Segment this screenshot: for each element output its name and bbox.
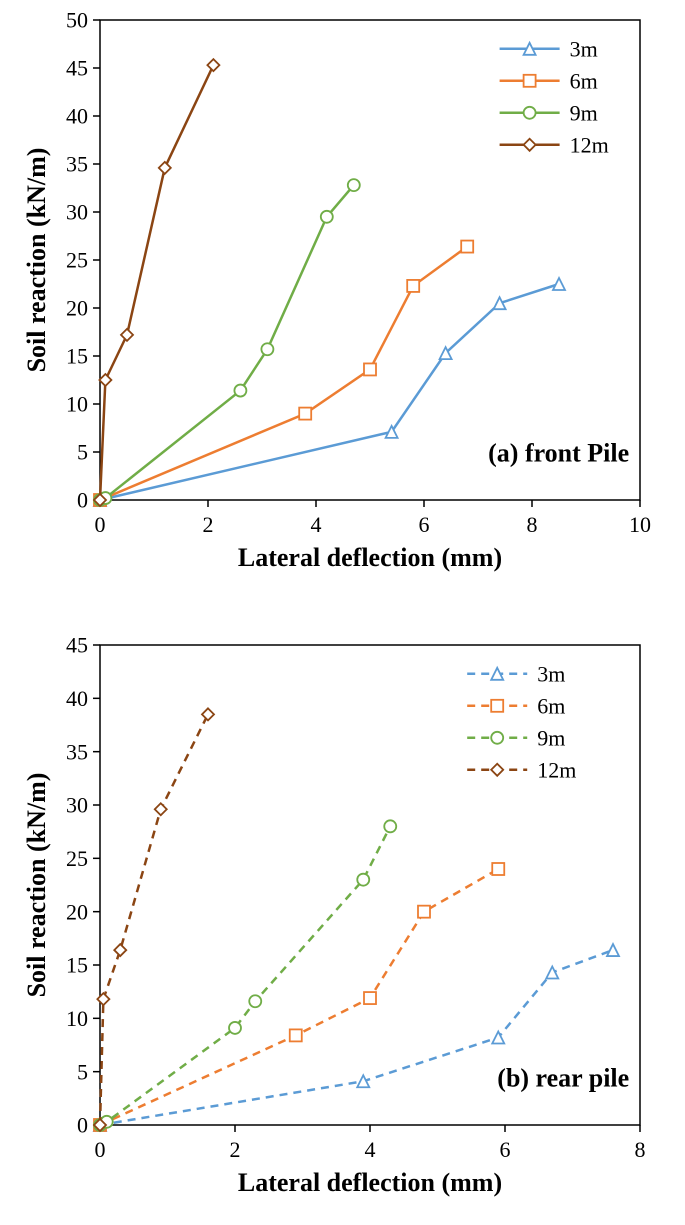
y-tick-label: 25 [66,248,88,273]
marker-circle [348,179,360,191]
y-axis-title: Soil reaction (kN/m) [22,773,51,998]
series-line-12m [100,714,208,1125]
marker-circle [229,1022,241,1034]
chart-svg: 024681005101520253035404550Lateral defle… [0,0,685,1225]
plot-border [100,20,640,500]
legend-label: 6m [570,69,598,94]
panel-label: (a) front Pile [488,439,629,468]
marker-diamond [99,374,111,386]
y-tick-label: 45 [66,56,88,81]
legend-label: 12m [537,758,576,783]
y-tick-label: 15 [66,344,88,369]
y-tick-label: 5 [77,440,88,465]
marker-circle [357,874,369,886]
y-tick-label: 20 [66,899,88,924]
series-line-12m [100,65,213,500]
marker-diamond [121,329,133,341]
marker-triangle [494,297,506,309]
x-axis-title: Lateral deflection (mm) [238,543,502,572]
x-axis-title: Lateral deflection (mm) [238,1168,502,1197]
x-tick-label: 4 [365,1137,376,1162]
y-tick-label: 10 [66,392,88,417]
marker-triangle [546,966,558,978]
marker-circle [261,343,273,355]
marker-square [492,863,504,875]
panel-a: 0 2 4 6 8 10 0 5 10 15 20 25 30 35 40 45 50 Lateral defle… [22,8,651,572]
y-tick-label: 0 [77,488,88,513]
x-tick-label: 8 [527,512,538,537]
marker-triangle [607,944,619,956]
legend-label: 3m [537,662,565,687]
y-tick-label: 50 [66,8,88,33]
legend-marker-square [524,75,536,87]
y-axis-title: Soil reaction (kN/m) [22,148,51,373]
x-tick-label: 0 [95,512,106,537]
y-tick-label: 15 [66,953,88,978]
x-tick-label: 2 [203,512,214,537]
y-tick-label: 20 [66,296,88,321]
marker-circle [249,995,261,1007]
marker-circle [384,820,396,832]
y-tick-label: 35 [66,739,88,764]
legend-marker-diamond [491,764,503,776]
legend-marker-square [491,700,503,712]
marker-square [461,241,473,253]
marker-triangle [492,1032,504,1044]
y-tick-label: 5 [77,1059,88,1084]
y-tick-label: 30 [66,793,88,818]
x-tick-label: 8 [635,1137,646,1162]
marker-diamond [155,803,167,815]
marker-diamond [159,162,171,174]
y-tick-label: 40 [66,104,88,129]
panel-b: 0 2 4 6 8 0 5 10 15 20 25 30 35 40 45 Lateral deflectio… [22,633,646,1197]
legend-marker-circle [524,107,536,119]
x-tick-label: 6 [419,512,430,537]
figure: 024681005101520253035404550Lateral defle… [0,0,685,1225]
y-tick-label: 45 [66,633,88,658]
legend-label: 3m [570,37,598,62]
marker-square [407,280,419,292]
marker-diamond [202,708,214,720]
y-tick-label: 10 [66,1006,88,1031]
marker-square [290,1029,302,1041]
series-line-9m [100,826,390,1125]
legend-label: 9m [537,726,565,751]
y-tick-label: 0 [77,1113,88,1138]
legend-label: 12m [570,133,609,158]
y-tick-label: 35 [66,152,88,177]
marker-triangle [553,278,565,290]
marker-square [418,906,430,918]
marker-triangle [357,1075,369,1087]
legend-marker-diamond [524,139,536,151]
legend-marker-circle [491,732,503,744]
x-tick-label: 6 [500,1137,511,1162]
x-tick-label: 0 [95,1137,106,1162]
x-tick-label: 10 [629,512,651,537]
series-line-3m [100,950,613,1125]
marker-square [364,363,376,375]
marker-diamond [114,944,126,956]
y-tick-label: 25 [66,846,88,871]
x-tick-label: 4 [311,512,322,537]
marker-diamond [207,59,219,71]
series-line-6m [100,869,498,1125]
marker-square [299,408,311,420]
marker-diamond [97,993,109,1005]
marker-square [364,992,376,1004]
y-tick-label: 40 [66,686,88,711]
marker-circle [321,211,333,223]
series-line-9m [100,185,354,500]
legend-label: 9m [570,101,598,126]
y-tick-label: 30 [66,200,88,225]
x-tick-label: 2 [230,1137,241,1162]
marker-circle [234,385,246,397]
legend-label: 6m [537,694,565,719]
panel-label: (b) rear pile [497,1064,629,1093]
